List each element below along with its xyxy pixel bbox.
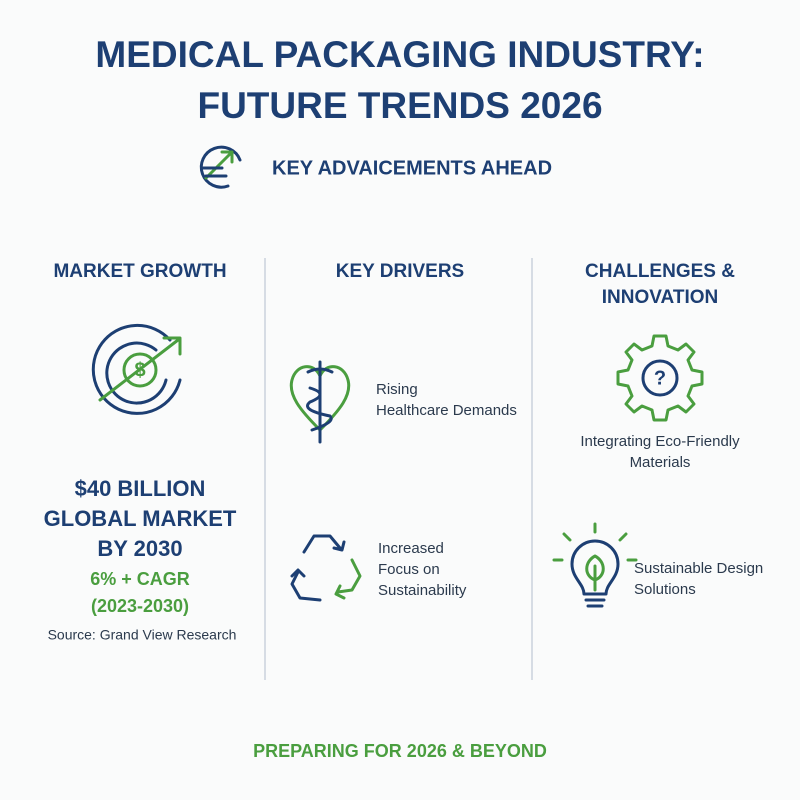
source: Source: Grand View Research — [48, 627, 237, 643]
driver-line: Sustainability — [378, 582, 467, 599]
innovation-line: Integrating Eco-Friendly — [580, 433, 740, 450]
gear-icon: ? — [616, 334, 704, 422]
innovation-line: Sustainable Design — [634, 560, 763, 577]
stat-line: BY 2030 — [97, 536, 182, 561]
title-line: FUTURE TRENDS 2026 — [197, 85, 602, 126]
column-heading: KEY DRIVERS — [336, 261, 464, 282]
driver-line: Healthcare Demands — [376, 402, 517, 419]
growth-line: 6% + CAGR — [90, 569, 190, 589]
recycle-icon — [290, 534, 362, 602]
footer: PREPARING FOR 2026 & BEYOND — [253, 741, 547, 761]
caduceus-icon — [289, 360, 351, 444]
driver-line: Focus on — [378, 561, 440, 578]
column-heading: INNOVATION — [602, 287, 718, 308]
column-heading: MARKET GROWTH — [53, 261, 226, 282]
column-heading: CHALLENGES & — [585, 261, 735, 282]
stat-line: $40 BILLION — [75, 476, 206, 501]
title-line: MEDICAL PACKAGING INDUSTRY: — [95, 34, 704, 75]
bulb-icon — [552, 522, 638, 608]
subtitle-icon — [199, 145, 242, 189]
growth-icon: $ — [91, 323, 182, 415]
growth-line: (2023-2030) — [91, 596, 189, 616]
innovation-line: Materials — [630, 454, 691, 471]
innovation-line: Solutions — [634, 581, 696, 598]
driver-line: Rising — [376, 381, 418, 398]
driver-line: Increased — [378, 540, 444, 557]
subtitle: KEY ADVAICEMENTS AHEAD — [272, 157, 552, 179]
stat-line: GLOBAL MARKET — [44, 506, 237, 531]
question-mark: ? — [654, 367, 666, 389]
